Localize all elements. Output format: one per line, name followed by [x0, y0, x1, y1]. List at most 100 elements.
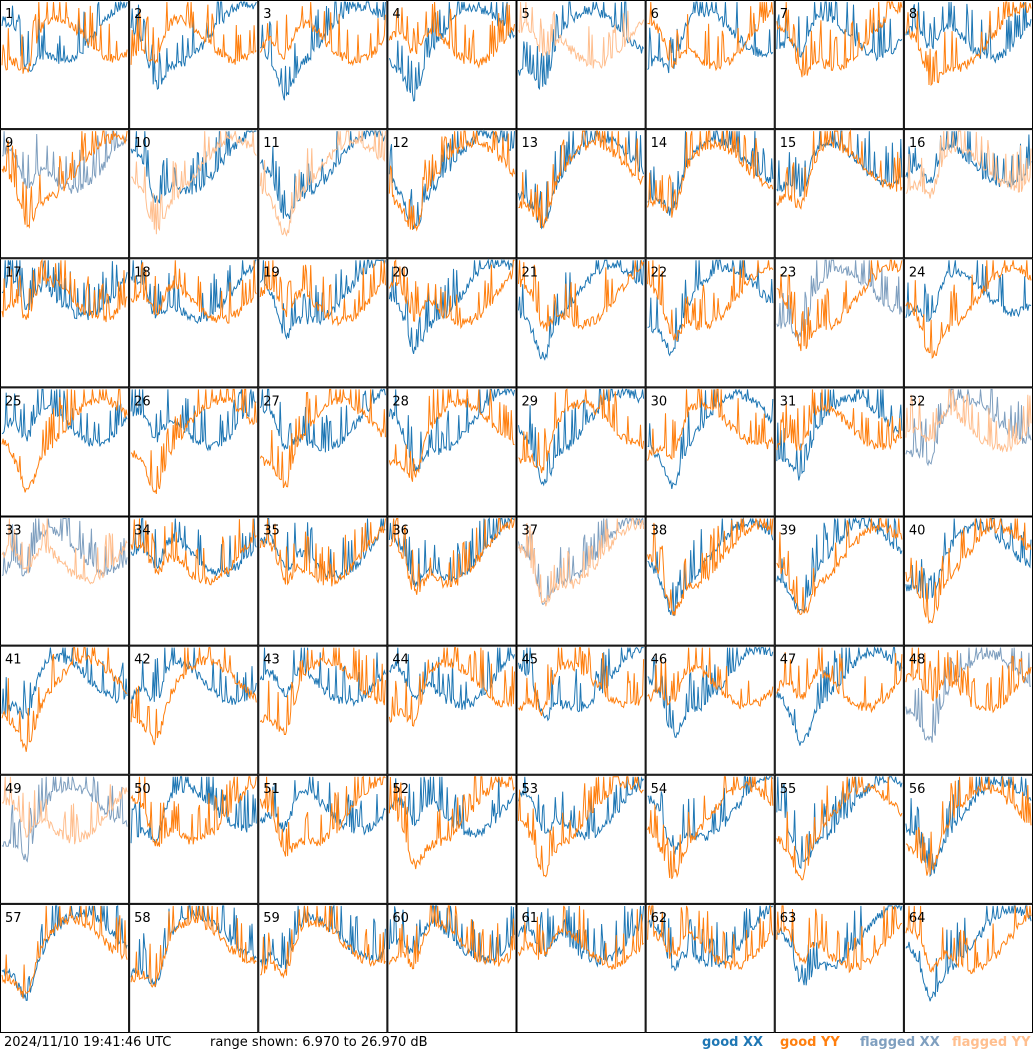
range-label: range shown: 6.970 to 26.970 dB: [210, 1035, 428, 1050]
panel-45-xx-line: [518, 646, 644, 722]
panel-23-yy-line: [776, 259, 903, 352]
panel-4-xx-line: [388, 1, 515, 102]
panel-36-yy-line: [389, 516, 515, 595]
panel-8-xx-line: [905, 1, 1032, 64]
panel-2-xx-line: [130, 1, 257, 90]
panel-12-label: 12: [392, 136, 409, 151]
panel-42: 42: [129, 645, 259, 775]
panel-60: 60: [387, 903, 517, 1033]
panel-20-xx-line: [388, 258, 515, 355]
panel-21-yy-line: [518, 260, 645, 332]
panel-5: 5: [516, 0, 646, 130]
panel-23-xx-line: [776, 259, 903, 341]
panel-33-yy-line: [1, 518, 128, 585]
panel-30-yy-line: [647, 388, 774, 461]
panel-29: 29: [516, 387, 646, 517]
panel-11-label: 11: [263, 136, 280, 151]
panel-59: 59: [258, 903, 388, 1033]
panel-19: 19: [258, 258, 388, 388]
panel-6-label: 6: [651, 7, 659, 22]
panel-6: 6: [645, 0, 775, 130]
timestamp: 2024/11/10 19:41:46 UTC: [4, 1035, 172, 1050]
panel-60-label: 60: [392, 911, 409, 926]
panel-20-yy-line: [388, 259, 515, 330]
panel-35: 35: [258, 516, 388, 646]
panel-13: 13: [516, 129, 646, 259]
panel-6-xx-line: [647, 1, 774, 74]
panel-1-label: 1: [5, 7, 13, 22]
panel-56-yy-line: [905, 776, 1032, 876]
panel-54-yy-line: [647, 776, 774, 880]
panel-23-label: 23: [780, 265, 797, 280]
panel-54: 54: [645, 774, 775, 904]
panel-53-yy-line: [518, 776, 644, 878]
panel-41-yy-line: [1, 647, 128, 752]
panel-35-label: 35: [263, 524, 280, 539]
panel-30-xx-line: [647, 388, 774, 489]
footer: 2024/11/10 19:41:46 UTC range shown: 6.9…: [0, 1033, 1033, 1053]
panel-20: 20: [387, 258, 517, 388]
panel-27-xx-line: [259, 388, 386, 453]
panel-47-yy-line: [776, 647, 903, 714]
panel-55-xx-line: [776, 775, 903, 869]
panel-52: 52: [387, 774, 517, 904]
panel-64-xx-line: [905, 905, 1032, 1002]
panel-32-label: 32: [909, 394, 926, 409]
panel-62-xx-line: [647, 905, 774, 972]
panel-40: 40: [903, 516, 1033, 646]
panel-48-xx-line: [905, 647, 1031, 743]
panel-41: 41: [0, 645, 130, 775]
panel-9: 9: [0, 129, 130, 259]
panel-31: 31: [774, 387, 904, 517]
panel-25-xx-line: [1, 388, 128, 447]
panel-61-yy-line: [518, 905, 644, 970]
panel-58-yy-line: [130, 905, 257, 988]
panel-25-yy-line: [1, 388, 128, 493]
panel-58-xx-line: [130, 905, 257, 988]
panel-18-yy-line: [130, 260, 257, 324]
panel-32-xx-line: [905, 388, 1032, 467]
panel-39: 39: [774, 516, 904, 646]
panel-14-yy-line: [647, 130, 774, 218]
panel-15-yy-line: [776, 129, 903, 210]
panel-44-yy-line: [388, 647, 515, 727]
panel-55-yy-line: [776, 776, 903, 881]
panel-22-xx-line: [647, 259, 774, 357]
panel-5-yy-line: [518, 1, 645, 69]
panel-41-label: 41: [5, 653, 22, 668]
panel-2: 2: [129, 0, 259, 130]
panel-48-yy-line: [905, 647, 1032, 714]
panel-61-label: 61: [522, 911, 539, 926]
panel-53-label: 53: [522, 782, 539, 797]
panel-27-yy-line: [259, 388, 386, 488]
panel-16: 16: [903, 129, 1033, 259]
legend-flagged-yy: flagged YY: [952, 1035, 1031, 1050]
panel-53: 53: [516, 774, 646, 904]
panel-51-yy-line: [259, 775, 386, 857]
panel-63: 63: [774, 903, 904, 1033]
panel-42-xx-line: [130, 647, 257, 705]
panel-21: 21: [516, 258, 646, 388]
panel-17-xx-line: [1, 260, 128, 321]
panel-8-yy-line: [905, 1, 1032, 87]
panel-19-label: 19: [263, 265, 280, 280]
panel-11-yy-line: [259, 130, 386, 237]
panel-47: 47: [774, 645, 904, 775]
panel-27: 27: [258, 387, 388, 517]
panel-1: 1: [0, 0, 130, 130]
panel-49: 49: [0, 774, 130, 904]
panel-16-xx-line: [905, 131, 1032, 188]
panel-35-yy-line: [259, 518, 386, 587]
panel-58-label: 58: [134, 911, 151, 926]
panel-15-label: 15: [780, 136, 797, 151]
panel-14-label: 14: [651, 136, 668, 151]
panel-5-label: 5: [522, 7, 530, 22]
panel-45: 45: [516, 645, 646, 775]
panel-57-label: 57: [5, 911, 22, 926]
panel-25-label: 25: [5, 394, 22, 409]
panel-24-yy-line: [905, 260, 1032, 359]
panel-28: 28: [387, 387, 517, 517]
panel-42-yy-line: [130, 647, 257, 746]
panel-49-label: 49: [5, 782, 22, 797]
